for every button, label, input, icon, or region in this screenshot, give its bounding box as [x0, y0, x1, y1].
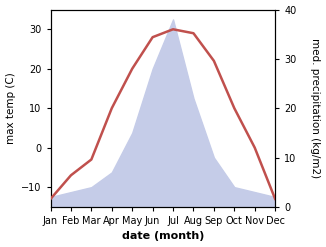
Y-axis label: max temp (C): max temp (C) [6, 72, 16, 144]
X-axis label: date (month): date (month) [122, 231, 204, 242]
Y-axis label: med. precipitation (kg/m2): med. precipitation (kg/m2) [310, 38, 320, 178]
